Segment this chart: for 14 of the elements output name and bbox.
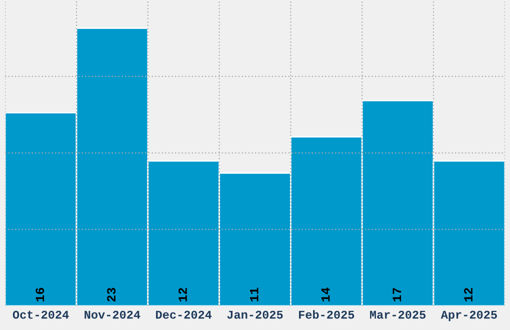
x-tick-label: Nov-2024 xyxy=(84,310,140,319)
data-label: 11 xyxy=(250,288,258,302)
data-label: 16 xyxy=(36,288,44,302)
x-tick-label: Jan-2025 xyxy=(227,310,283,319)
data-label: 14 xyxy=(321,288,330,302)
x-tick-label: Feb-2025 xyxy=(299,310,354,319)
data-label: 12 xyxy=(178,288,187,302)
x-tick-label: Apr-2025 xyxy=(440,310,497,322)
x-tick-label: Dec-2024 xyxy=(156,310,212,319)
x-tick-label: Oct-2024 xyxy=(12,310,69,319)
data-label: 17 xyxy=(392,288,402,302)
x-tick-label: Mar-2025 xyxy=(370,310,426,319)
data-label: 12 xyxy=(464,288,472,302)
data-label: 23 xyxy=(107,288,116,302)
